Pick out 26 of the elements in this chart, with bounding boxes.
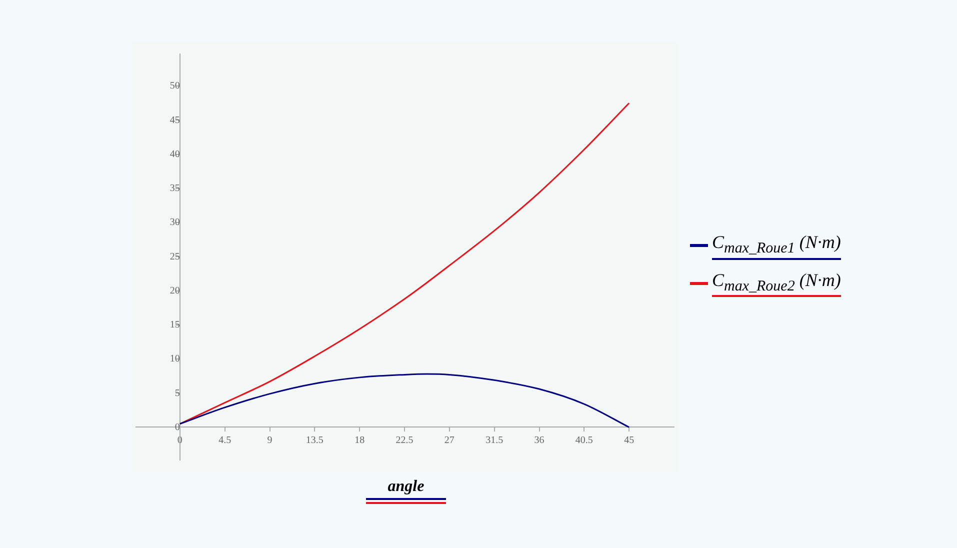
line-series (179, 102, 630, 425)
y-tick-label: 30 (170, 217, 180, 228)
legend-label: C$_{max_Roue2}$ (N·m) (712, 270, 841, 298)
y-tick-label: 15 (170, 320, 180, 331)
y-tick-label: 25 (170, 251, 180, 262)
x-tick-label: 18 (354, 434, 365, 446)
y-tick-label: 40 (170, 148, 180, 160)
x-tick-label: 36 (534, 434, 544, 446)
x-tick-label: 4.5 (218, 434, 232, 446)
x-tick-label: 9 (267, 434, 272, 446)
x-tick-label: 22.5 (396, 434, 414, 446)
y-tick-label: 50 (170, 80, 180, 92)
y-tick-label: 10 (170, 354, 180, 365)
y-tick-label: 0 (174, 422, 180, 433)
x-tick-label: 40.5 (575, 434, 593, 446)
y-tick-label: 20 (170, 285, 180, 296)
x-tick-label: 31.5 (486, 434, 504, 446)
y-tick-label: 5 (174, 388, 180, 399)
y-tick-label: 35 (170, 183, 180, 194)
x-axis-title: angle (386, 478, 426, 496)
x-tick-label: 13.5 (306, 434, 324, 446)
x-tick-label: 45 (624, 434, 634, 446)
y-tick-label: 45 (170, 114, 180, 126)
legend-label: C$_{max_Roue1}$ (N·m) (712, 232, 841, 260)
line-series (179, 373, 630, 428)
x-tick-label: 27 (444, 434, 454, 446)
